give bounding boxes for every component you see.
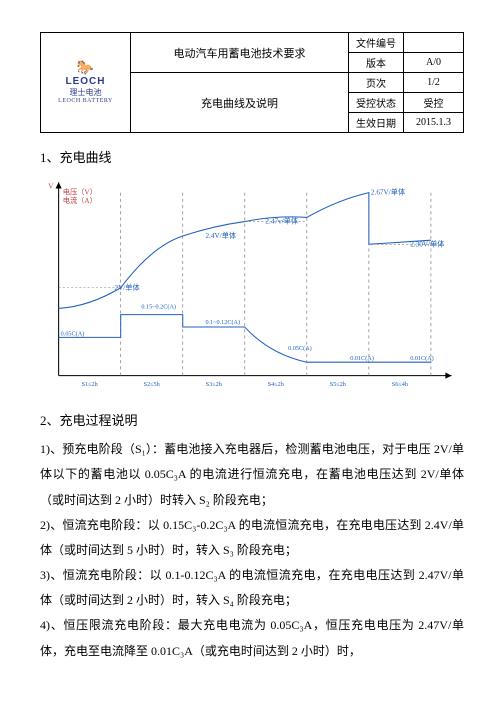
hdr-v-4: 2015.1.3	[404, 113, 464, 133]
svg-text:0.01C(A): 0.01C(A)	[350, 355, 374, 362]
charging-curve-chart: V 电压（V）电流（A） S1≤2h S2≤5h S3≤2h S4≤2h S5≤2h S6≤4…	[40, 174, 464, 396]
para-3: 3)、恒流充电阶段：以 0.1-0.12C₃A 的电流恒流充电，在充电电压达到 …	[40, 563, 464, 613]
svg-text:S2≤5h: S2≤5h	[144, 381, 161, 388]
section2-title: 2、充电过程说明	[40, 410, 464, 429]
svg-text:2.30V/单体: 2.30V/单体	[410, 239, 445, 248]
svg-text:2V/单体: 2V/单体	[114, 283, 140, 292]
hdr-k-3: 受控状态	[349, 93, 404, 113]
hdr-k-2: 页次	[349, 73, 404, 93]
svg-text:0.05C(A): 0.05C(A)	[288, 345, 312, 352]
doc-title-1: 电动汽车用蓄电池技术要求	[131, 33, 349, 73]
doc-title-2: 充电曲线及说明	[131, 73, 349, 133]
hdr-v-2: 1/2	[404, 73, 464, 93]
svg-text:0.15~0.2C(A): 0.15~0.2C(A)	[141, 303, 176, 310]
svg-text:S4≤2h: S4≤2h	[268, 381, 285, 388]
svg-text:2.4V/单体: 2.4V/单体	[205, 231, 236, 240]
svg-text:0.1~0.12C(A): 0.1~0.12C(A)	[205, 319, 240, 326]
svg-text:S1≤2h: S1≤2h	[82, 381, 99, 388]
svg-text:2.67V/单体: 2.67V/单体	[371, 188, 406, 197]
para-4: 4)、恒压限流充电阶段：最大充电电流为 0.05C₃A，恒压充电电压为 2.47…	[40, 613, 464, 663]
hdr-k-1: 版本	[349, 53, 404, 73]
svg-text:S3≤2h: S3≤2h	[206, 381, 223, 388]
logo-cn: 理士电池	[70, 87, 102, 98]
logo-icon: 🐎	[77, 62, 94, 76]
svg-text:0.05C(A): 0.05C(A)	[61, 330, 85, 337]
logo-brand: LEOCH	[66, 76, 106, 87]
section1-title: 1、充电曲线	[40, 147, 464, 166]
hdr-k-0: 文件编号	[349, 33, 404, 53]
para-1: 1)、预充电阶段（S₁）：蓄电池接入充电器后，检测蓄电池电压，对于电压 2V/单…	[40, 437, 464, 513]
hdr-v-3: 受控	[404, 93, 464, 113]
hdr-v-0	[404, 33, 464, 53]
logo-cell: 🐎 LEOCH 理士电池 LEOCH BATTERY	[41, 33, 131, 133]
hdr-k-4: 生效日期	[349, 113, 404, 133]
svg-text:电压（V）: 电压（V）	[63, 188, 97, 197]
svg-text:电流（A）: 电流（A）	[63, 196, 97, 205]
svg-text:2.47v/单体: 2.47v/单体	[265, 217, 298, 226]
svg-text:0.01C(A): 0.01C(A)	[410, 355, 434, 362]
chart-svg: V 电压（V）电流（A） S1≤2h S2≤5h S3≤2h S4≤2h S5≤2h S6≤4…	[40, 174, 464, 391]
svg-text:S6≤4h: S6≤4h	[392, 381, 409, 388]
svg-text:S5≤2h: S5≤2h	[330, 381, 347, 388]
body-text: 1)、预充电阶段（S₁）：蓄电池接入充电器后，检测蓄电池电压，对于电压 2V/单…	[40, 437, 464, 664]
logo-en: LEOCH BATTERY	[58, 98, 113, 104]
header-table: 🐎 LEOCH 理士电池 LEOCH BATTERY 电动汽车用蓄电池技术要求 …	[40, 32, 464, 133]
svg-text:V: V	[48, 182, 54, 190]
hdr-v-1: A/0	[404, 53, 464, 73]
para-2: 2)、恒流充电阶段：以 0.15C₃-0.2C₃A 的电流恒流充电，在充电电压达…	[40, 513, 464, 563]
